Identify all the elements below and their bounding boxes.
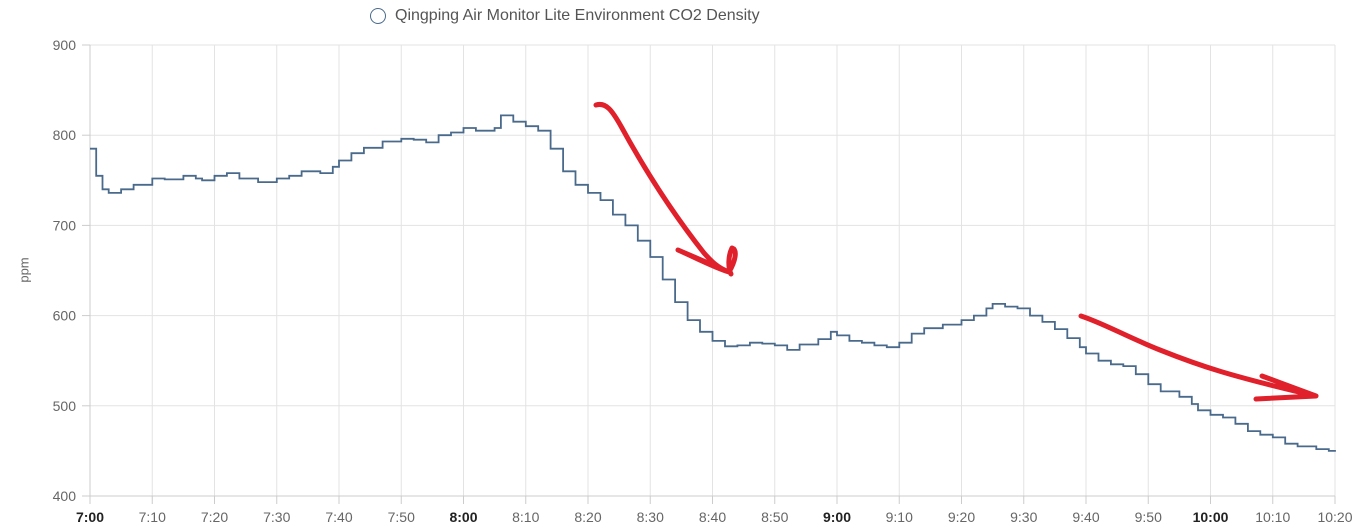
x-tick-label: 8:10 xyxy=(512,509,539,525)
x-tick-label: 8:00 xyxy=(449,509,477,525)
y-tick-label: 700 xyxy=(53,217,77,233)
y-tick-label: 600 xyxy=(53,308,77,324)
x-tick-label: 10:20 xyxy=(1317,509,1352,525)
x-tick-label: 7:10 xyxy=(139,509,166,525)
y-tick-label: 400 xyxy=(53,488,77,504)
x-tick-label: 9:30 xyxy=(1010,509,1037,525)
x-tick-label: 9:10 xyxy=(886,509,913,525)
x-tick-label: 8:30 xyxy=(637,509,664,525)
y-tick-label: 900 xyxy=(53,37,77,53)
x-tick-label: 10:00 xyxy=(1193,509,1229,525)
y-tick-label: 500 xyxy=(53,398,77,414)
x-tick-label: 9:20 xyxy=(948,509,975,525)
x-tick-label: 7:50 xyxy=(388,509,415,525)
x-tick-label: 7:00 xyxy=(76,509,104,525)
x-tick-label: 8:50 xyxy=(761,509,788,525)
legend-marker-icon xyxy=(370,8,386,24)
x-tick-label: 7:30 xyxy=(263,509,290,525)
annotation-arrow-1-icon xyxy=(593,101,738,277)
x-tick-label: 7:20 xyxy=(201,509,228,525)
x-tick-label: 9:00 xyxy=(823,509,851,525)
y-tick-label: 800 xyxy=(53,127,77,143)
annotation-arrow-2-icon xyxy=(1078,313,1319,402)
x-tick-label: 8:40 xyxy=(699,509,726,525)
x-tick-label: 10:10 xyxy=(1255,509,1290,525)
x-tick-label: 8:20 xyxy=(574,509,601,525)
x-tick-label: 7:40 xyxy=(325,509,352,525)
x-tick-label: 9:40 xyxy=(1072,509,1099,525)
x-tick-label: 9:50 xyxy=(1135,509,1162,525)
legend[interactable]: Qingping Air Monitor Lite Environment CO… xyxy=(370,5,760,27)
series-line xyxy=(90,114,1336,452)
legend-label: Qingping Air Monitor Lite Environment CO… xyxy=(395,7,760,24)
